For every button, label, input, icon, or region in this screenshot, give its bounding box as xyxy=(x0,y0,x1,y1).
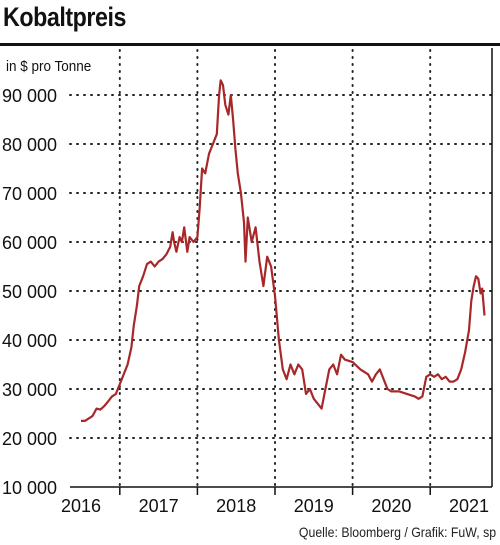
x-tick-label: 2021 xyxy=(449,496,489,516)
axes xyxy=(70,48,493,495)
y-tick-label: 10 000 xyxy=(2,478,57,498)
y-tick-label: 60 000 xyxy=(2,233,57,253)
x-tick-label: 2018 xyxy=(216,496,256,516)
x-tick-label: 2016 xyxy=(61,496,101,516)
y-tick-label: 80 000 xyxy=(2,135,57,155)
y-tick-label: 50 000 xyxy=(2,282,57,302)
y-tick-label: 70 000 xyxy=(2,184,57,204)
series-layer xyxy=(81,79,486,422)
source-note: Quelle: Bloomberg / Grafik: FuW, sp xyxy=(298,524,496,540)
x-tick-label: 2020 xyxy=(371,496,411,516)
y-tick-label: 20 000 xyxy=(2,429,57,449)
x-tick-label: 2019 xyxy=(294,496,334,516)
title-rule xyxy=(0,43,500,46)
y-tick-label: 40 000 xyxy=(2,331,57,351)
x-tick-labels: 2016 2017 2018 2019 2020 2021 xyxy=(61,496,489,516)
y-axis-label: in $ pro Tonne xyxy=(6,58,92,75)
y-tick-labels: 10 000 20 000 30 000 40 000 50 000 60 000 70 0… xyxy=(2,86,57,498)
x-tick-label: 2017 xyxy=(139,496,179,516)
price-line xyxy=(81,79,486,422)
y-tick-label: 90 000 xyxy=(2,86,57,106)
grid-lines xyxy=(69,49,493,488)
chart-title: Kobaltpreis xyxy=(3,2,127,32)
y-tick-label: 30 000 xyxy=(2,380,57,400)
